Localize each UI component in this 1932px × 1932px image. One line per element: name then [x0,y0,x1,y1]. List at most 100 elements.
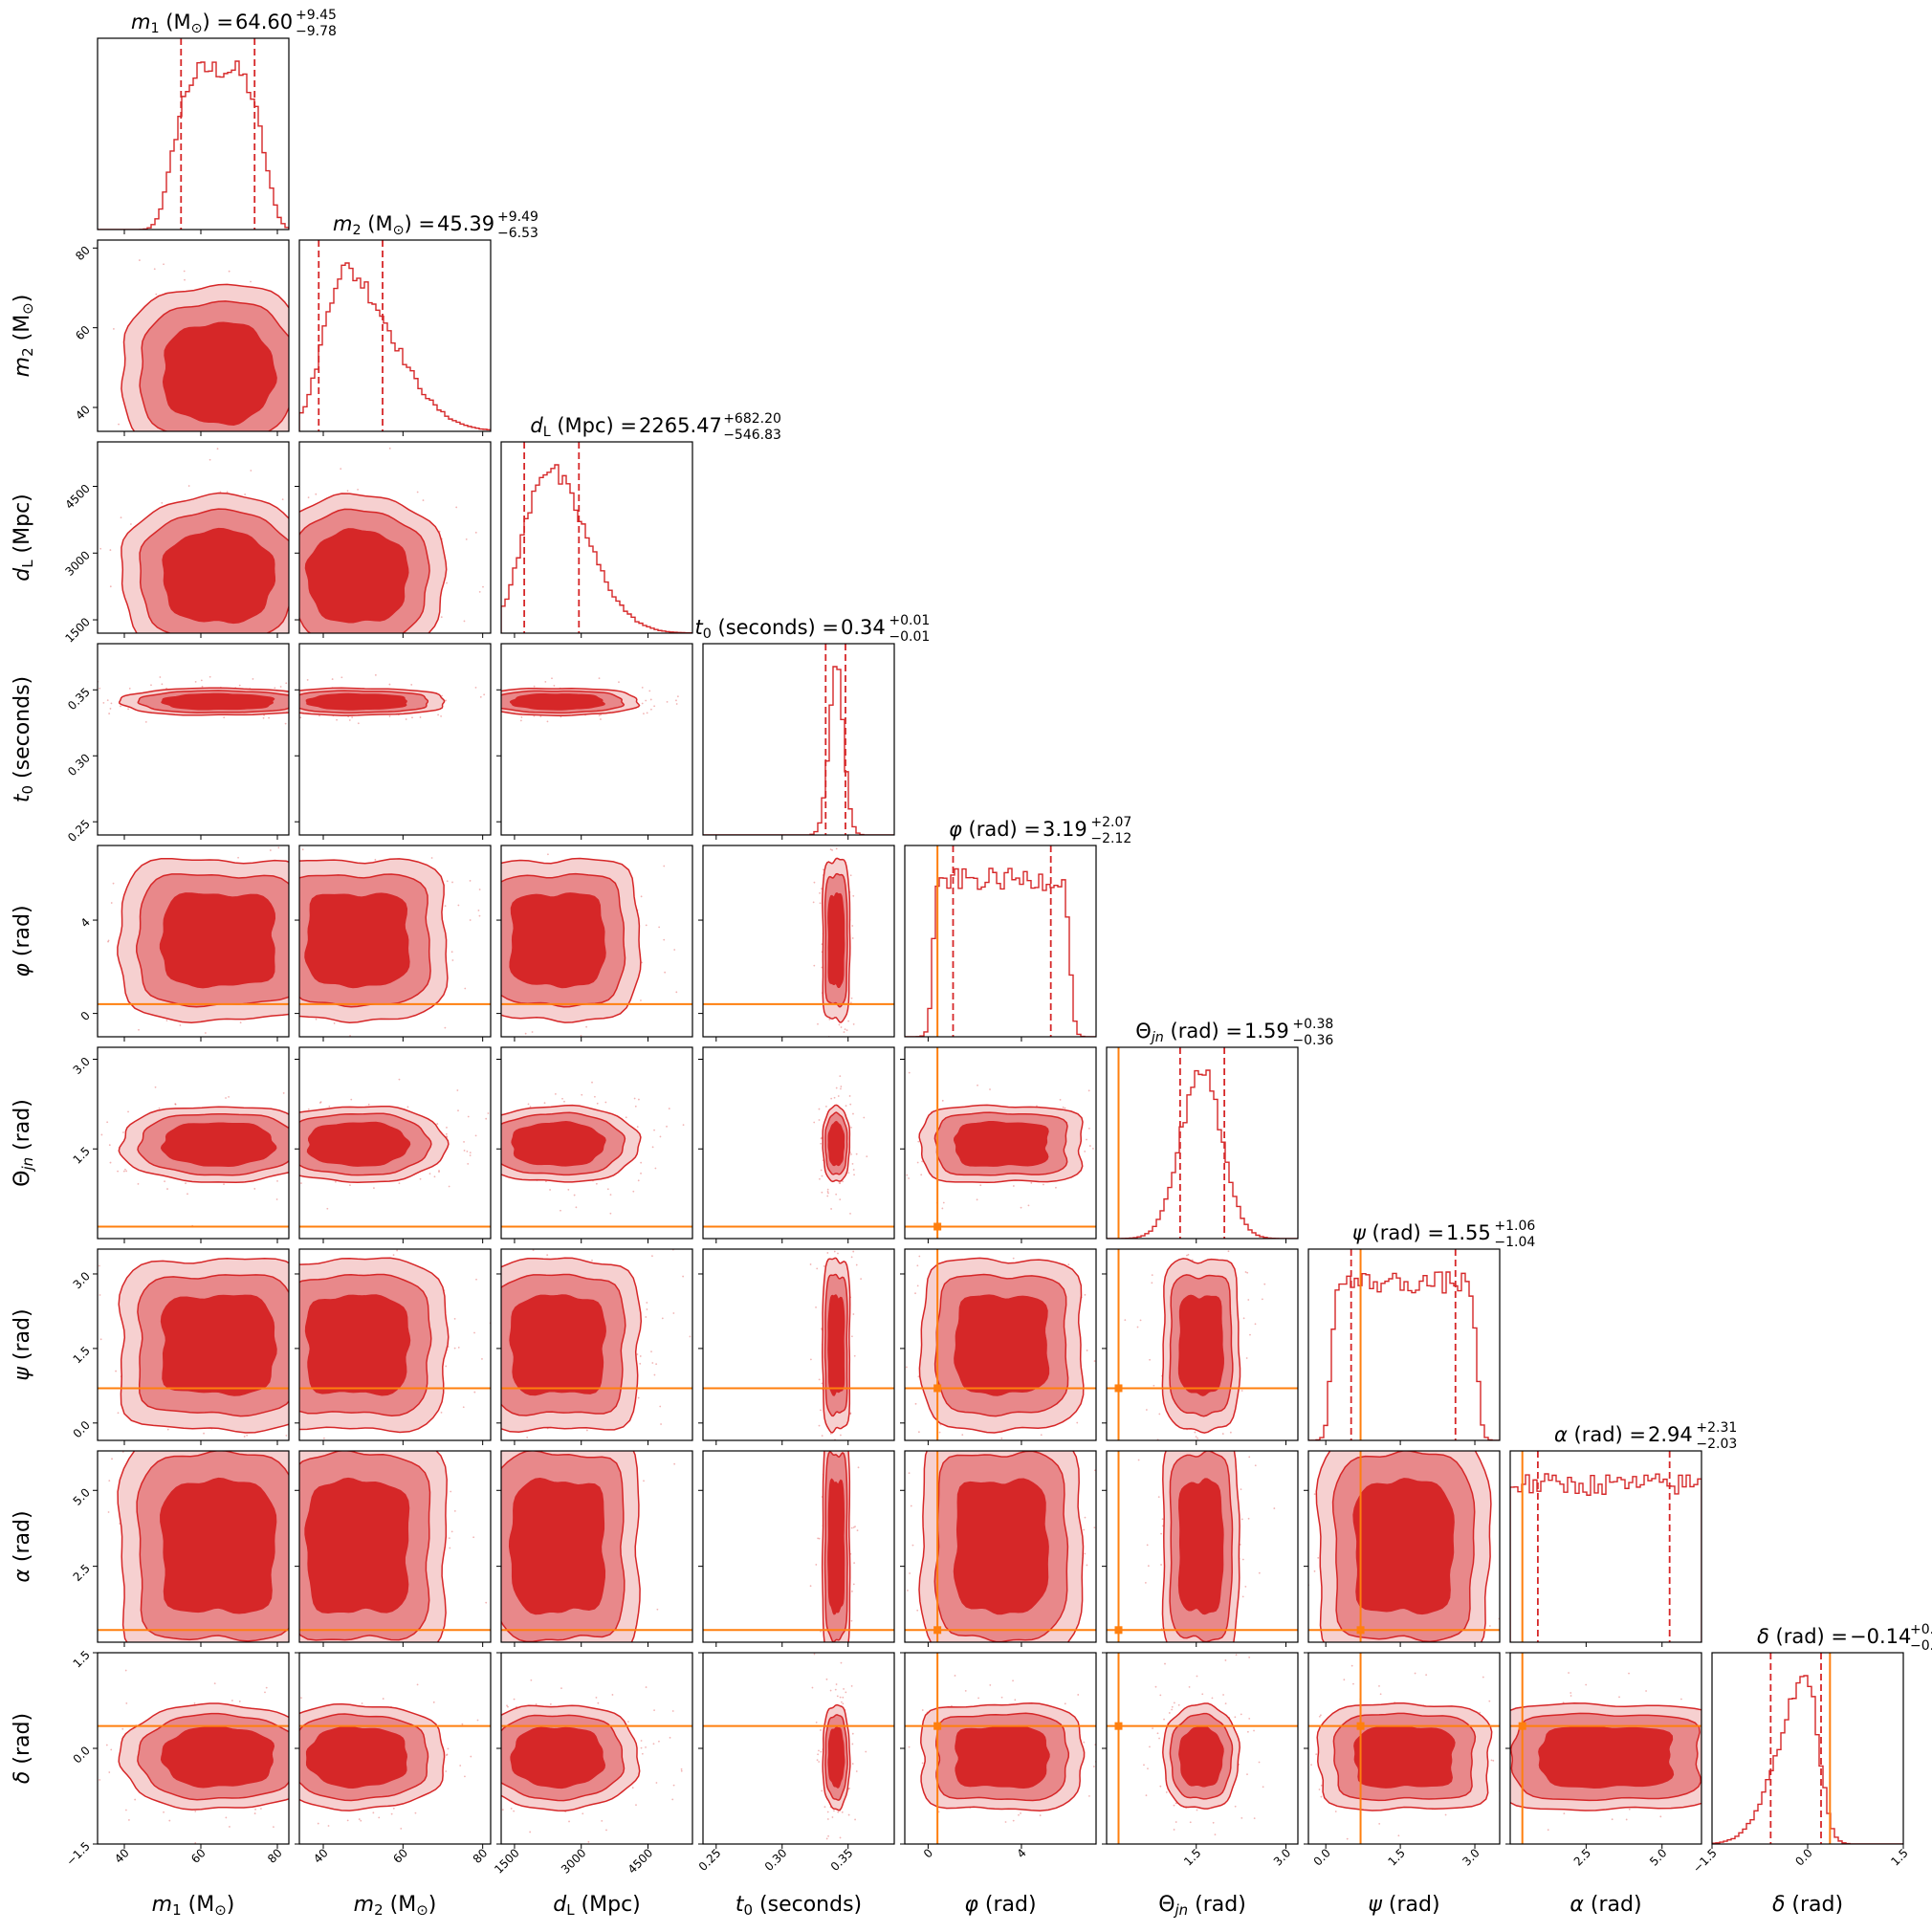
sample-point [1027,1204,1030,1207]
sample-point [825,1221,827,1223]
sample-point [357,488,359,491]
sample-point [1244,1271,1247,1273]
sample-point [77,1296,79,1298]
panel-frame [1106,1046,1299,1240]
sample-point [834,1044,836,1046]
sample-point [890,1138,892,1140]
sample-point [738,1161,740,1163]
sample-point [821,1175,823,1177]
sample-point [216,448,219,450]
sample-point [183,270,186,273]
sample-point [292,435,294,437]
y-tick-label: 4500 [62,482,92,512]
sample-point [504,589,506,591]
sample-point [1313,1570,1316,1572]
sample-point [55,1118,57,1120]
contour-inner [160,1294,277,1396]
sample-point [650,1350,652,1352]
sample-point [410,1219,412,1221]
sample-point [911,1544,914,1547]
sample-point [86,959,88,961]
sample-point [273,809,274,811]
sample-point [574,837,576,839]
sample-point [318,1674,320,1676]
sample-point [663,865,666,867]
panel-content [1308,1404,1500,1665]
sample-point [495,1165,497,1167]
sample-point [1246,1271,1249,1274]
sample-point [653,1129,655,1131]
panel-phi-phi: φ (rad) = 3.19 +2.07−2.12 [904,815,1131,1042]
title-m1: m1 (M⊙) = 64.60 +9.45−9.78 [131,8,337,39]
sample-point [1244,1585,1247,1588]
sample-point [161,501,164,504]
sample-point [666,701,669,703]
title-label-dL-part: L [543,425,551,440]
sample-point [319,1101,322,1104]
sample-point [656,1608,659,1611]
y-tick-label: 40 [73,403,93,423]
panel-theta-phi [890,1046,1097,1243]
sample-point [33,870,34,872]
y-tick-label: 1500 [62,615,92,645]
sample-point [109,1161,112,1164]
sample-point [976,1198,978,1201]
sample-point [122,1170,125,1173]
panel-content [905,1451,1096,1658]
sample-point [464,698,466,700]
contour-inner [161,692,275,711]
sample-point [1084,1552,1087,1555]
sample-point [465,704,467,706]
sample-point [286,1110,288,1112]
sample-point [463,620,466,623]
sample-point [433,1175,436,1178]
sample-point [84,1470,86,1472]
sample-point [177,1444,179,1446]
sample-point [106,699,109,702]
sample-point [462,1406,465,1409]
sample-point [456,1345,458,1347]
sample-point [1339,1404,1341,1406]
sample-point [917,1375,920,1378]
sample-point [916,1609,919,1612]
sample-point [1394,1663,1395,1665]
sample-point [851,937,854,939]
sample-point [422,499,425,501]
sample-point [1488,1625,1491,1627]
sample-point [815,1306,817,1308]
sample-point [486,1123,488,1125]
panel-frame [904,1248,1097,1441]
sample-point [294,529,296,531]
sample-point [440,715,442,717]
injection-marker [933,1222,942,1231]
panel-frame [298,1450,492,1643]
title-label-m1-part: m [131,11,150,33]
sample-point [295,1496,296,1498]
sample-point [835,1087,838,1089]
sample-point [673,1462,676,1465]
sample-point [856,1267,858,1269]
title-plus-theta: +0.38 [1292,1017,1333,1032]
sample-point [1195,1436,1197,1438]
sample-point [600,714,602,716]
sample-point [545,1180,547,1183]
title-plus-dL: +682.20 [723,411,781,427]
sample-point [256,1083,258,1085]
sample-point [125,1244,127,1246]
sample-point [613,1659,615,1661]
y-tick-label: 60 [73,323,93,343]
sample-point [167,638,169,640]
sample-point [850,1126,852,1129]
sample-point [845,1105,847,1107]
sample-point [573,1194,576,1197]
sample-point [291,709,293,711]
sample-point [860,1278,863,1281]
sample-point [1000,1657,1002,1658]
sample-point [134,443,136,445]
sample-point [822,868,824,871]
sample-point [254,717,256,719]
sample-point [824,1654,826,1656]
sample-point [295,1317,296,1319]
contour-inner [509,1294,606,1396]
panel-frame [97,1248,290,1441]
